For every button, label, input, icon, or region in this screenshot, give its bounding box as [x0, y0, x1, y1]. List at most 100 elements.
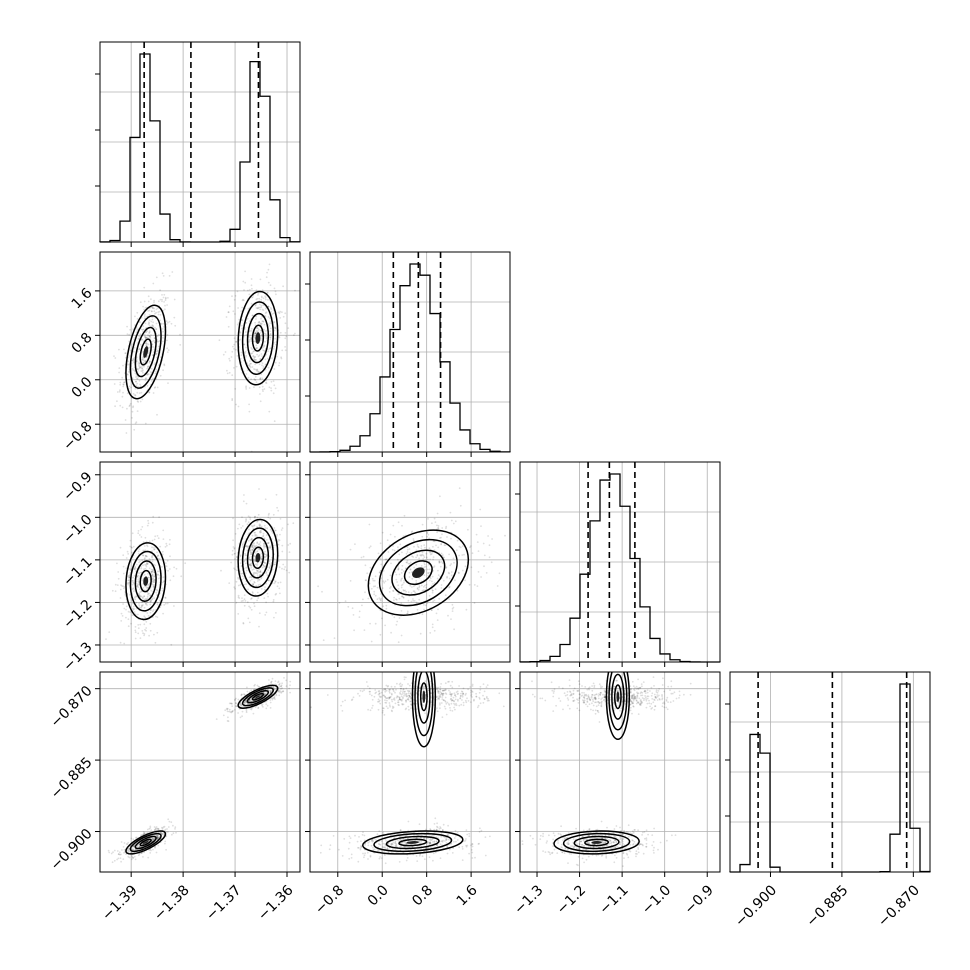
sample-point	[377, 693, 380, 696]
sample-point	[661, 697, 664, 700]
sample-point	[367, 842, 369, 844]
sample-point	[231, 705, 234, 707]
sample-point	[348, 841, 351, 844]
sample-point	[380, 599, 382, 602]
sample-point	[632, 694, 635, 697]
sample-point	[162, 369, 165, 372]
sample-point	[279, 310, 282, 313]
sample-point	[170, 643, 173, 646]
sample-point	[157, 537, 160, 540]
sample-point	[258, 543, 261, 545]
sample-point	[239, 562, 242, 564]
sample-point	[231, 553, 234, 556]
sample-point	[261, 704, 263, 707]
sample-point	[461, 699, 463, 701]
sample-point	[268, 567, 271, 570]
sample-point	[289, 684, 291, 687]
sample-point	[249, 708, 252, 710]
sample-point	[439, 495, 441, 498]
sample-point	[397, 588, 400, 590]
sample-point	[274, 698, 276, 700]
sample-point	[631, 694, 634, 697]
sample-point	[442, 692, 445, 695]
sample-point	[264, 332, 267, 335]
sample-point	[253, 358, 256, 361]
sample-point	[128, 576, 131, 579]
sample-point	[465, 845, 468, 848]
sample-point	[358, 610, 361, 613]
sample-point	[399, 693, 402, 695]
sample-point	[420, 584, 423, 587]
sample-point	[166, 828, 168, 830]
sample-point	[402, 596, 405, 599]
sample-point	[371, 698, 374, 701]
sample-point	[265, 333, 267, 336]
sample-point	[404, 690, 406, 693]
sample-point	[114, 583, 117, 586]
sample-point	[151, 550, 154, 553]
sample-point	[387, 551, 390, 553]
sample-point	[231, 295, 233, 298]
sample-point	[155, 322, 158, 325]
sample-point	[261, 320, 264, 322]
sample-point	[341, 700, 344, 703]
sample-point	[230, 356, 233, 358]
sample-point	[398, 696, 401, 699]
sample-point	[389, 695, 392, 698]
sample-point	[459, 697, 462, 699]
sample-point	[378, 857, 381, 860]
sample-point	[150, 568, 153, 571]
sample-point	[161, 833, 164, 835]
sample-point	[152, 577, 155, 579]
sample-point	[403, 846, 406, 848]
sample-point	[473, 699, 475, 702]
sample-point	[150, 589, 153, 592]
sample-point	[127, 610, 130, 613]
sample-point	[143, 606, 146, 609]
sample-point	[389, 533, 392, 536]
sample-point	[148, 840, 150, 842]
sample-point	[256, 330, 259, 332]
sample-point	[268, 386, 271, 389]
sample-point	[146, 330, 149, 332]
sample-point	[270, 681, 272, 683]
sample-point	[321, 590, 323, 593]
sample-point	[258, 297, 261, 300]
sample-point	[158, 333, 160, 336]
sample-point	[637, 701, 639, 703]
sample-point	[317, 585, 319, 588]
sample-point	[374, 692, 377, 695]
sample-point	[450, 618, 452, 620]
sample-point	[127, 618, 130, 621]
sample-point	[400, 699, 403, 702]
sample-point	[260, 329, 263, 332]
sample-point	[401, 595, 404, 598]
sample-point	[444, 700, 446, 702]
sample-point	[458, 685, 460, 687]
sample-point	[400, 610, 403, 612]
sample-point	[275, 612, 277, 614]
sample-point	[263, 345, 266, 347]
sample-point	[270, 389, 273, 392]
sample-point	[118, 390, 121, 393]
sample-point	[430, 697, 433, 699]
sample-point	[123, 852, 125, 854]
sample-point	[137, 530, 140, 532]
sample-point	[134, 629, 137, 632]
sample-point	[488, 556, 491, 559]
sample-point	[403, 676, 406, 678]
histogram-step	[519, 473, 721, 663]
sample-point	[256, 580, 259, 582]
sample-point	[262, 548, 265, 551]
sample-point	[380, 563, 383, 566]
sample-point	[380, 597, 383, 600]
sample-point	[456, 832, 459, 834]
sample-point	[134, 568, 136, 571]
sample-point	[133, 855, 136, 858]
sample-point	[406, 610, 409, 613]
sample-point	[376, 598, 379, 601]
sample-point	[148, 334, 151, 337]
sample-point	[162, 576, 165, 579]
sample-point	[265, 700, 268, 703]
sample-point	[361, 604, 363, 607]
